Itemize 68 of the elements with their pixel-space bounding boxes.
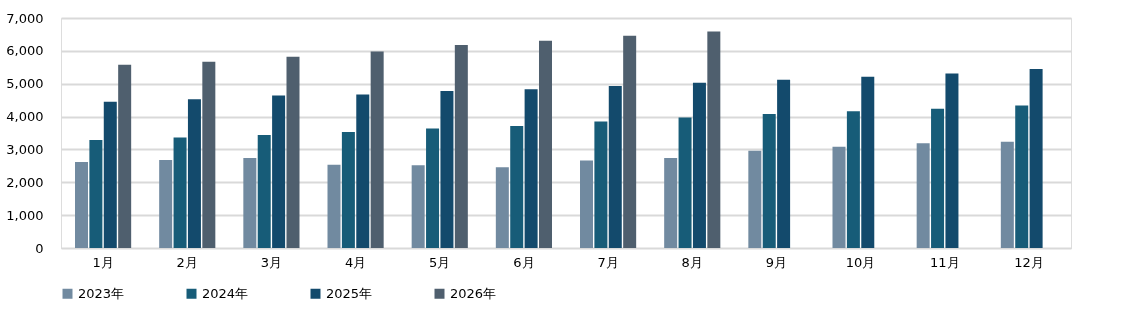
y-tick-label: 3,000 bbox=[6, 141, 44, 157]
y-tick-label: 5,000 bbox=[6, 76, 44, 92]
bar bbox=[118, 64, 132, 248]
x-tick-label: 7月 bbox=[597, 254, 619, 270]
x-tick-label: 10月 bbox=[845, 254, 876, 270]
bar bbox=[426, 128, 440, 248]
bar bbox=[1029, 68, 1043, 248]
bar bbox=[916, 143, 930, 248]
x-tick-label: 6月 bbox=[513, 254, 535, 270]
bar bbox=[440, 90, 454, 248]
y-tick-label: 2,000 bbox=[6, 174, 44, 190]
bar bbox=[286, 56, 300, 248]
bar bbox=[454, 44, 468, 248]
x-tick-label: 5月 bbox=[429, 254, 451, 270]
bar bbox=[608, 86, 622, 248]
y-tick-label: 4,000 bbox=[6, 109, 44, 125]
bar bbox=[623, 35, 637, 248]
bar bbox=[272, 95, 286, 248]
x-tick-label: 2月 bbox=[176, 254, 198, 270]
bar bbox=[1015, 105, 1029, 248]
bar bbox=[75, 161, 88, 248]
y-tick-label: 6,000 bbox=[6, 43, 44, 59]
bar bbox=[945, 73, 959, 248]
x-tick-label: 4月 bbox=[344, 254, 367, 270]
x-tick-label: 11月 bbox=[929, 254, 960, 270]
bar bbox=[707, 31, 721, 248]
y-tick-label: 0 bbox=[35, 240, 44, 256]
legend-label: 2024年 bbox=[202, 285, 249, 301]
bar bbox=[243, 157, 257, 248]
bar bbox=[1000, 141, 1014, 248]
bar bbox=[89, 139, 103, 248]
bar bbox=[832, 146, 846, 248]
x-tick-label: 1月 bbox=[92, 254, 114, 270]
legend-label: 2025年 bbox=[326, 285, 373, 301]
x-tick-label: 3月 bbox=[260, 254, 283, 270]
bar bbox=[495, 167, 509, 248]
bar bbox=[327, 164, 341, 248]
bar bbox=[762, 113, 776, 248]
bar bbox=[510, 126, 524, 248]
x-tick-label: 8月 bbox=[681, 254, 703, 270]
bar bbox=[202, 61, 216, 248]
y-tick-label: 1,000 bbox=[6, 207, 44, 223]
bar bbox=[861, 76, 875, 248]
legend-label: 2023年 bbox=[78, 285, 125, 301]
bar bbox=[411, 165, 425, 248]
legend-label: 2026年 bbox=[450, 285, 497, 301]
bar bbox=[777, 79, 791, 248]
bar bbox=[173, 137, 187, 248]
bar bbox=[187, 99, 201, 248]
y-tick-label: 7,000 bbox=[6, 10, 44, 26]
bar bbox=[341, 132, 355, 248]
bar bbox=[103, 101, 117, 248]
x-tick-label: 12月 bbox=[1014, 254, 1044, 270]
bar bbox=[524, 89, 538, 248]
bar bbox=[356, 94, 370, 248]
bar bbox=[692, 82, 706, 248]
bar bbox=[257, 134, 271, 248]
bar bbox=[931, 108, 945, 248]
bar bbox=[370, 51, 384, 248]
bar bbox=[748, 150, 762, 248]
x-tick-label: 9月 bbox=[765, 254, 788, 270]
bar bbox=[539, 40, 552, 248]
bar bbox=[846, 111, 860, 248]
bar bbox=[159, 159, 173, 248]
bar bbox=[594, 121, 608, 248]
bar bbox=[580, 160, 593, 248]
bar bbox=[678, 117, 692, 248]
bar bbox=[664, 157, 678, 248]
